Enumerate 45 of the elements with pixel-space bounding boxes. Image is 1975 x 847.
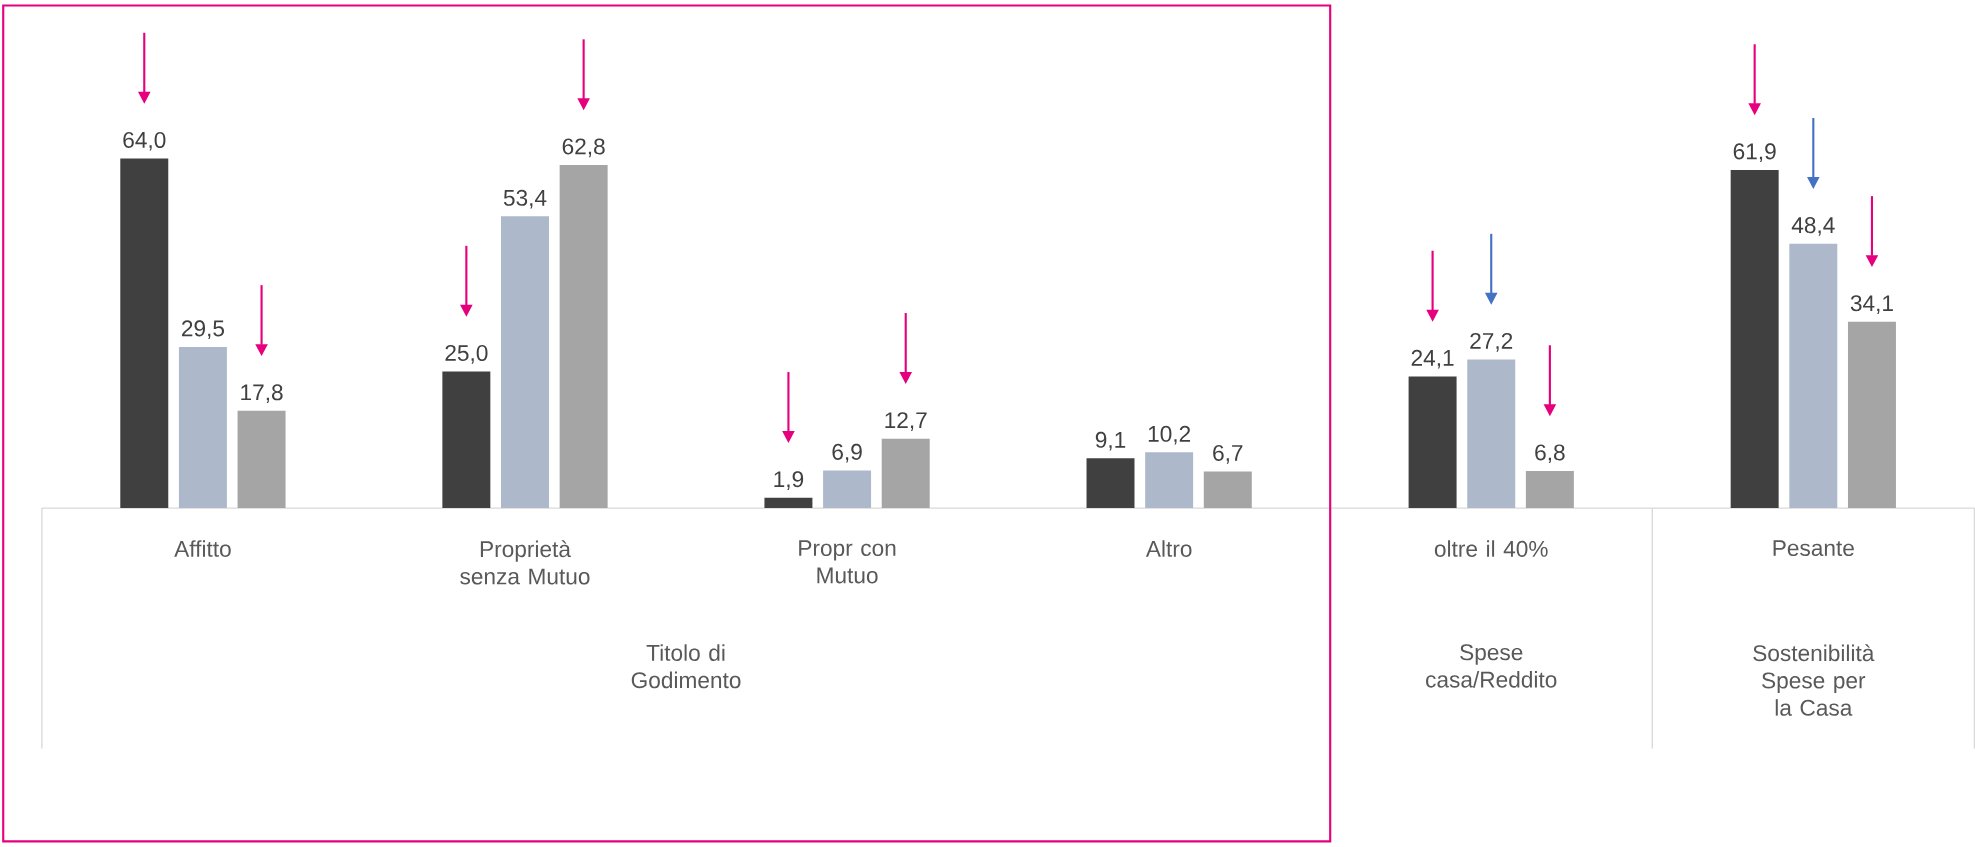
text: Titolo di Godimento (631, 644, 741, 689)
bar (237, 410, 286, 509)
data-label: 29,5 (182, 320, 225, 340)
data-label: 1,9 (774, 471, 804, 490)
x-tick-label: Altro (1145, 540, 1192, 557)
data-label: 62,8 (562, 138, 605, 158)
x-tick-label: oltre il 40% (1434, 540, 1548, 557)
data-label: 53,4 (503, 189, 547, 209)
x-tick-label: Proprietà senza Mutuo (460, 540, 590, 585)
bar (823, 470, 872, 509)
data-label: 9,1 (1095, 431, 1126, 451)
bar (178, 347, 227, 509)
data-label: 64,0 (123, 132, 166, 151)
bar (120, 158, 169, 509)
x-tick-label: Affitto (174, 540, 231, 557)
bar (1847, 321, 1896, 509)
data-label: 25,0 (445, 345, 488, 364)
bar (1789, 243, 1838, 509)
bar (559, 165, 608, 509)
bar (1525, 471, 1574, 509)
text: Spese casa/Reddito (1426, 644, 1557, 688)
text: Sostenibilità Spese per la Casa (1753, 644, 1875, 716)
data-label: 24,1 (1411, 349, 1454, 369)
bar (1203, 471, 1252, 509)
x-tick-label: Propr con Mutuo (799, 540, 896, 584)
data-label: 27,2 (1470, 333, 1513, 352)
bar (1086, 458, 1135, 509)
data-label: 6,9 (832, 443, 862, 463)
bar (1145, 452, 1194, 509)
data-label: 48,4 (1791, 217, 1835, 236)
data-label: 6,7 (1213, 445, 1243, 464)
data-label: 17,8 (241, 384, 283, 404)
data-label: 12,7 (885, 412, 927, 431)
data-label: 6,8 (1535, 444, 1565, 464)
bar (764, 497, 813, 509)
x-tick-label: Pesante (1773, 540, 1854, 557)
bar (1408, 376, 1457, 509)
bar (1730, 170, 1779, 509)
bar (501, 216, 549, 509)
data-label: 34,1 (1850, 295, 1893, 315)
bar (1467, 359, 1516, 509)
bar (881, 438, 930, 509)
bar (442, 371, 491, 509)
data-label: 10,2 (1148, 425, 1191, 445)
data-label: 61,9 (1733, 143, 1776, 163)
